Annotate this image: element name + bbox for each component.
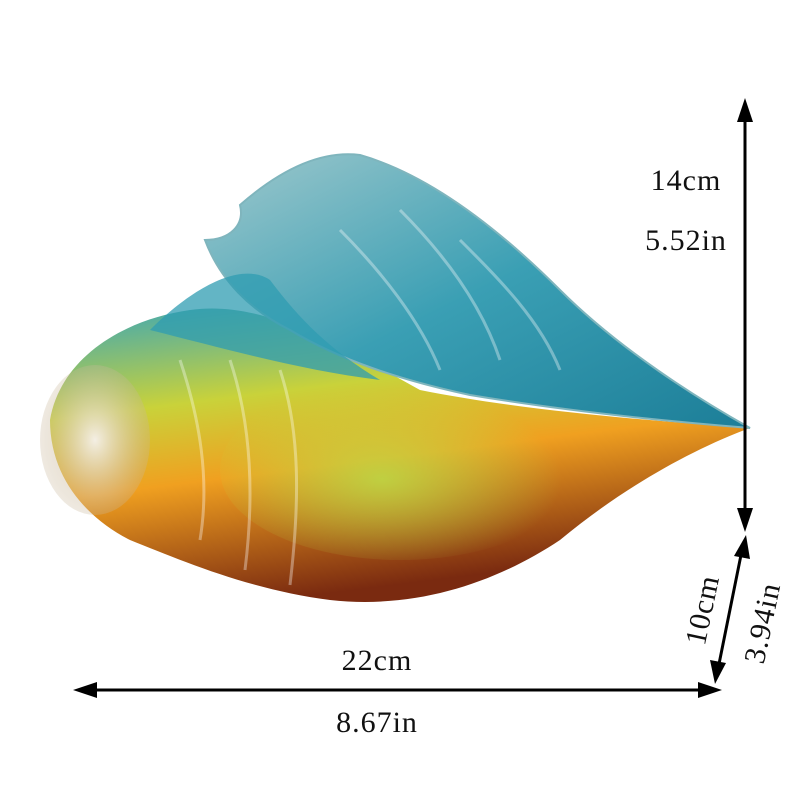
arrowhead [737,98,753,122]
height-cm: 14cm [651,164,722,197]
width-in: 8.67in [336,706,418,739]
shell-ridge [150,273,380,380]
shell-spire [40,365,150,515]
shell-ribs [178,208,562,586]
depth-cm: 10cm [679,572,726,648]
depth-arrow [717,554,743,665]
arrowhead [737,508,753,532]
arrowhead [710,660,726,684]
arrowhead [73,682,97,698]
arrowhead [734,535,750,559]
shell [40,153,751,602]
depth-in: 3.94in [738,580,787,667]
height-in: 5.52in [645,224,727,257]
dimension-arrows [73,98,753,698]
shell-highlight [220,380,580,560]
width-cm: 22cm [342,644,413,677]
arrowhead [698,682,722,698]
